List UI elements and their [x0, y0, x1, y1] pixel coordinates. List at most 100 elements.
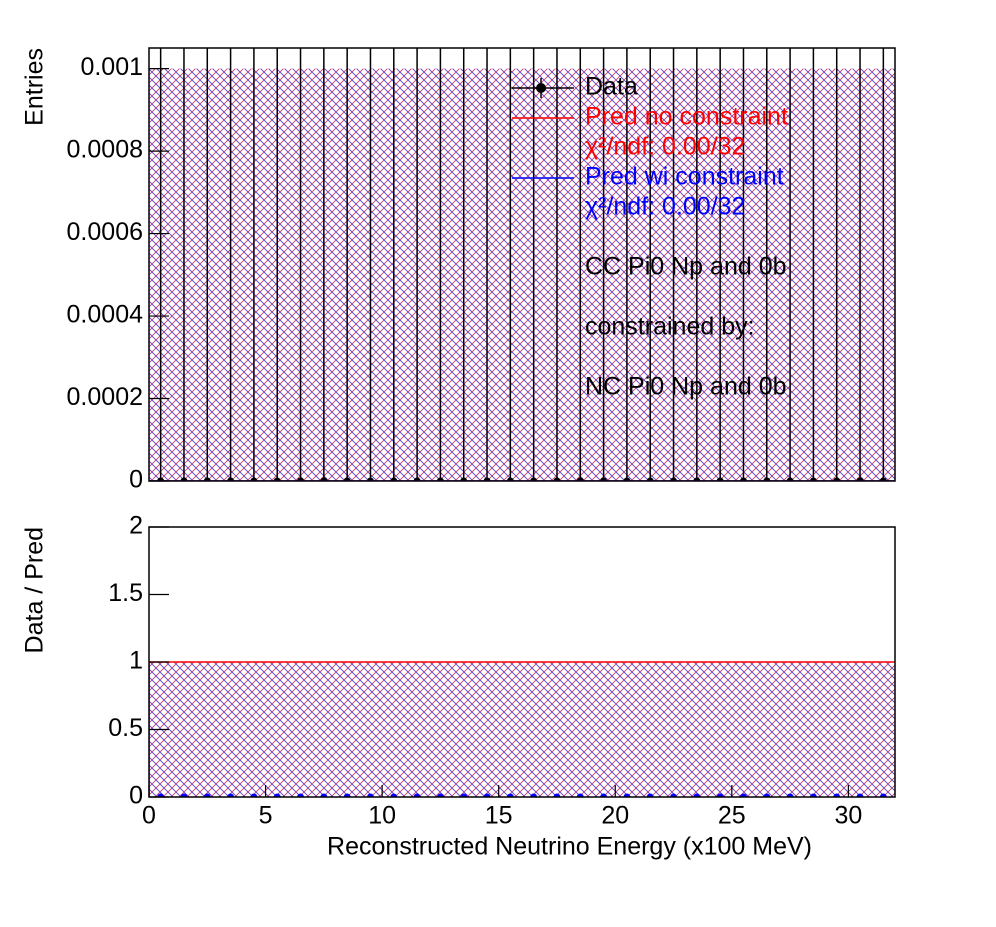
data-point — [833, 477, 841, 481]
data-point — [273, 793, 281, 797]
data-point — [856, 793, 864, 797]
frame — [148, 47, 896, 482]
uncertainty-band — [218, 662, 243, 797]
data-point — [320, 793, 328, 797]
uncertainty-band — [498, 662, 522, 797]
data-point — [786, 793, 794, 797]
uncertainty-band — [288, 662, 313, 797]
data-point — [879, 793, 887, 797]
data-point — [786, 477, 794, 481]
x-tick-label: 0 — [142, 802, 156, 830]
data-point — [879, 477, 887, 481]
y-tick-label: 0.5 — [108, 714, 143, 742]
uncertainty-band — [755, 662, 779, 797]
data-point — [436, 477, 444, 481]
uncertainty-band — [871, 662, 895, 797]
data-point — [157, 477, 165, 481]
data-point — [250, 793, 258, 797]
y-axis-label: Data / Pred — [21, 527, 49, 653]
y-tick-label: 1.5 — [108, 579, 143, 607]
uncertainty-band — [428, 662, 453, 797]
uncertainty-band — [801, 662, 826, 797]
y-tick-label: 0.0002 — [67, 383, 143, 411]
data-point — [227, 793, 235, 797]
x-tick-label: 30 — [834, 802, 862, 830]
data-point — [809, 793, 817, 797]
data-point — [483, 793, 491, 797]
data-point — [273, 477, 281, 481]
data-point — [343, 793, 351, 797]
annotation: NC Pi0 Np and 0b — [585, 373, 787, 401]
data-point — [716, 793, 724, 797]
data-point — [343, 477, 351, 481]
data-point — [297, 793, 305, 797]
y-tick-label: 0.0006 — [67, 218, 143, 246]
data-point — [413, 477, 421, 481]
data-point — [646, 793, 654, 797]
data-point — [600, 477, 608, 481]
data-point — [693, 793, 701, 797]
uncertainty-band — [522, 662, 546, 797]
data-point — [576, 793, 584, 797]
annotation: CC Pi0 Np and 0b — [585, 253, 787, 281]
uncertainty-band — [405, 662, 429, 797]
legend-swatch — [536, 83, 546, 93]
data-point — [623, 793, 631, 797]
data-point — [180, 793, 188, 797]
uncertainty-band — [382, 662, 406, 797]
uncertainty-band — [312, 662, 336, 797]
data-point — [203, 477, 211, 481]
y-tick-label: 2 — [129, 512, 143, 540]
y-tick-label: 0.0008 — [67, 136, 143, 164]
x-tick-label: 5 — [259, 802, 273, 830]
uncertainty-band — [685, 662, 709, 797]
data-point — [646, 477, 654, 481]
data-point — [553, 793, 561, 797]
data-point — [506, 477, 514, 481]
uncertainty-band — [335, 662, 359, 797]
data-point — [180, 477, 188, 481]
uncertainty-band — [358, 662, 383, 797]
y-tick-label: 0 — [129, 466, 143, 494]
data-point — [716, 477, 724, 481]
data-point — [390, 477, 398, 481]
uncertainty-band — [242, 662, 266, 797]
data-point — [320, 477, 328, 481]
plot-area — [149, 661, 895, 797]
y-tick-label: 0.001 — [80, 53, 143, 81]
y-axis-label: Entries — [21, 48, 49, 126]
data-point — [436, 793, 444, 797]
uncertainty-band — [848, 662, 872, 797]
uncertainty-band — [172, 662, 196, 797]
uncertainty-band — [661, 662, 686, 797]
uncertainty-band — [475, 662, 499, 797]
data-point — [413, 793, 421, 797]
data-point — [670, 793, 678, 797]
data-point — [227, 477, 235, 481]
legend-label: Data — [585, 73, 638, 101]
data-point — [390, 793, 398, 797]
data-point — [483, 477, 491, 481]
legend-label: Pred no constraint — [585, 103, 788, 131]
data-point — [833, 793, 841, 797]
legend-chi2: χ²/ndf: 0.00/32 — [585, 133, 745, 161]
data-point — [460, 477, 468, 481]
y-tick-label: 1 — [129, 647, 143, 675]
data-point — [693, 477, 701, 481]
uncertainty-band — [731, 662, 756, 797]
x-tick-label: 15 — [485, 802, 513, 830]
uncertainty-band — [825, 662, 849, 797]
x-tick-label: 10 — [368, 802, 396, 830]
data-point — [553, 477, 561, 481]
data-point — [506, 793, 514, 797]
data-point — [600, 793, 608, 797]
data-point — [157, 793, 165, 797]
data-point — [297, 477, 305, 481]
uncertainty-band — [568, 662, 592, 797]
data-point — [739, 793, 747, 797]
uncertainty-band — [452, 662, 476, 797]
data-point — [530, 477, 538, 481]
annotation: constrained by: — [585, 313, 755, 341]
data-point — [366, 793, 374, 797]
